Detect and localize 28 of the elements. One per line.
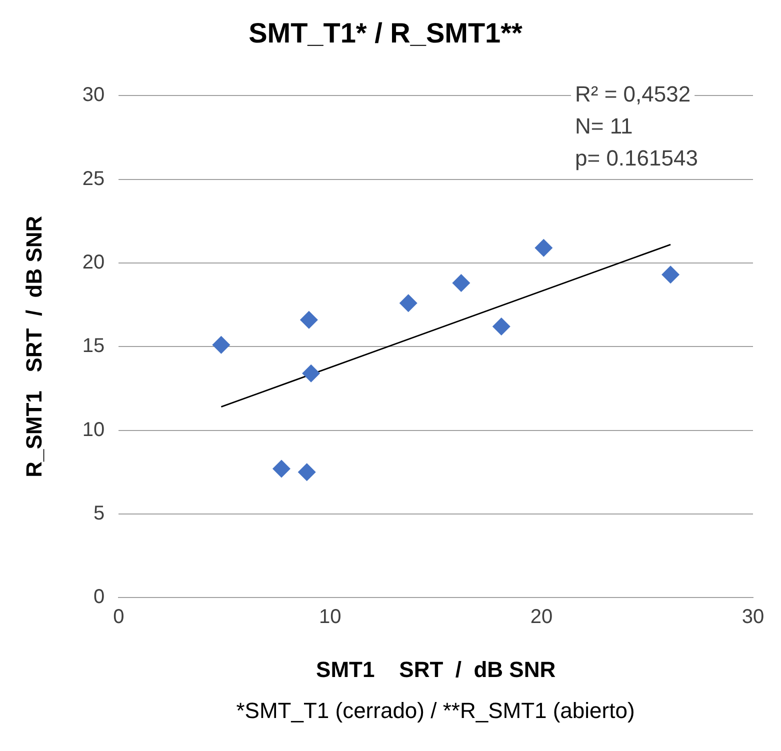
y-tick-label: 15 [82,335,105,358]
point [399,294,418,312]
chart-title: SMT_T1* / R_SMT1** [248,18,523,49]
y-tick-label: 0 [94,586,105,608]
point [452,274,470,292]
annotation: N= 11 [575,114,633,139]
y-tick-label: 5 [94,502,105,524]
x-tick-label: 30 [742,606,764,628]
annotation: p= 0.161543 [575,146,698,171]
y-tick-label: 10 [82,418,105,441]
y-tick-label: 20 [82,251,105,274]
point [662,266,680,284]
point [300,310,318,329]
y-tick-label: 30 [82,84,105,106]
x-tick-label: 20 [530,606,553,628]
text: *SMT_T1 (cerrado) / **R_SMT1 (abierto) [235,698,636,724]
x-tick-label: 0 [113,606,124,628]
y-axis-title: R_SMT1 SRT / dB SNR [21,216,46,478]
point [492,318,510,336]
y-tick-label: 25 [82,168,105,190]
point [302,364,320,382]
x-axis-title: SMT1 SRT / dB SNR [316,656,556,682]
point [212,336,230,354]
point [534,238,553,257]
annotation: R² = 0,4532 [575,82,691,107]
point [298,463,316,482]
x-tick-label: 10 [318,606,342,628]
point [272,460,290,478]
